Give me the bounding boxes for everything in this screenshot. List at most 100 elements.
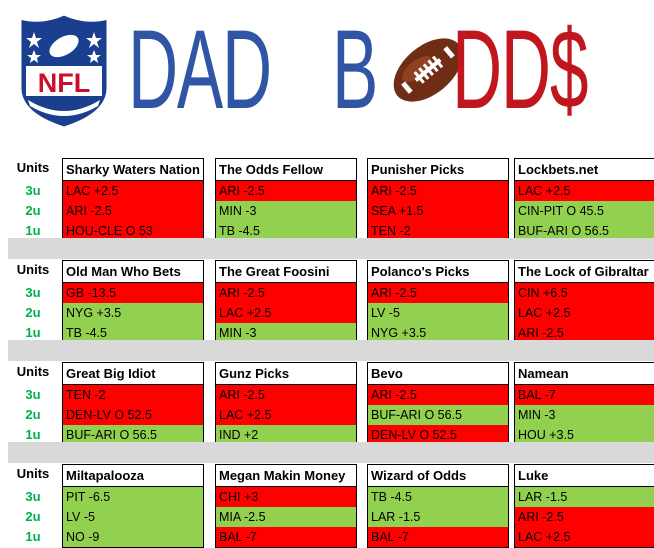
pick-row: ARI -2.5 [368,283,508,303]
pick-row: TEN -2 [368,221,508,241]
units-header: Units [16,160,50,175]
pick-row: TB -4.5 [368,487,508,507]
pick-row: LV -5 [368,303,508,323]
pick-row: BUF-ARI O 56.5 [63,425,203,445]
tipster-card: Luke LAR -1.5 ARI -2.5 LAC +2.5 [514,464,654,548]
pick-row: TEN -2 [63,385,203,405]
pick-row: ARI -2.5 [368,181,508,201]
pick-row: LAC +2.5 [63,181,203,201]
pick-row: NO -9 [63,527,203,547]
tipster-card: Great Big Idiot TEN -2 DEN-LV O 52.5 BUF-AR… [62,362,204,446]
units-header: Units [16,262,50,277]
football-icon [393,38,463,102]
tipster-card: Gunz Picks ARI -2.5 LAC +2.5 IND +2 [215,362,357,446]
pick-row: ARI -2.5 [515,323,654,343]
pick-row: MIA -2.5 [216,507,356,527]
units-label: 2u [25,305,41,320]
pick-row: ARI -2.5 [63,201,203,221]
pick-row: LAC +2.5 [216,303,356,323]
tipster-name: Miltapalooza [63,465,203,487]
pick-row: ARI -2.5 [368,385,508,405]
units-label: 1u [25,529,41,544]
title-b: B [332,7,378,132]
tipster-card: Bevo ARI -2.5 BUF-ARI O 56.5 DEN-LV O 52.5 [367,362,509,446]
pick-row: ARI -2.5 [216,283,356,303]
pick-row: ARI -2.5 [515,507,654,527]
units-label: 3u [25,489,41,504]
tipster-name: Sharky Waters Nation [63,159,203,181]
pick-row: LAC +2.5 [216,405,356,425]
tipster-card: Megan Makin Money CHI +3 MIA -2.5 BAL -7 [215,464,357,548]
pick-row: SEA +1.5 [368,201,508,221]
pick-row: MIN -3 [515,405,654,425]
units-label: 2u [25,407,41,422]
separator-band [8,238,654,259]
nfl-shield-logo: NFL [18,12,110,130]
tipster-name: Gunz Picks [216,363,356,385]
pick-row: ARI -2.5 [216,181,356,201]
pick-row: LAR -1.5 [368,507,508,527]
tipster-name: The Odds Fellow [216,159,356,181]
tipster-card: Wizard of Odds TB -4.5 LAR -1.5 BAL -7 [367,464,509,548]
tipster-card: Lockbets.net LAC +2.5 CIN-PIT O 45.5 BUF-AR… [514,158,654,242]
title-dds: DD$ [452,7,588,132]
tipster-name: Wizard of Odds [368,465,508,487]
tipster-name: Old Man Who Bets [63,261,203,283]
tipster-card: The Great Foosini ARI -2.5 LAC +2.5 MIN -3 [215,260,357,344]
tipster-card: Sharky Waters Nation LAC +2.5 ARI -2.5 HOU-… [62,158,204,242]
pick-row: NYG +3.5 [368,323,508,343]
pick-row: IND +2 [216,425,356,445]
units-header: Units [16,364,50,379]
pick-row: TB -4.5 [216,221,356,241]
pick-row: BUF-ARI O 56.5 [368,405,508,425]
units-label: 2u [25,203,41,218]
tipster-name: Lockbets.net [515,159,654,181]
units-header: Units [16,466,50,481]
tipster-name: The Lock of Gibraltar [515,261,654,283]
tipster-card: Old Man Who Bets GB -13.5 NYG +3.5 TB -4.5 [62,260,204,344]
pick-row: MIN -3 [216,323,356,343]
tipster-name: Bevo [368,363,508,385]
pick-row: BUF-ARI O 56.5 [515,221,654,241]
pick-row: HOU +3.5 [515,425,654,445]
separator-band [8,442,654,463]
units-label: 1u [25,223,41,238]
tipster-name: The Great Foosini [216,261,356,283]
pick-row: PIT -6.5 [63,487,203,507]
pick-row: HOU-CLE O 53 [63,221,203,241]
tipster-name: Great Big Idiot [63,363,203,385]
tipster-card: Polanco's Picks ARI -2.5 LV -5 NYG +3.5 [367,260,509,344]
pick-row: BAL -7 [216,527,356,547]
svg-text:NFL: NFL [38,68,90,98]
units-label: 1u [25,427,41,442]
pick-row: NYG +3.5 [63,303,203,323]
pick-row: LAC +2.5 [515,181,654,201]
units-label: 1u [25,325,41,340]
tipster-name: Namean [515,363,654,385]
tipster-card: Miltapalooza PIT -6.5 LV -5 NO -9 [62,464,204,548]
tipster-name: Punisher Picks [368,159,508,181]
pick-row: CIN-PIT O 45.5 [515,201,654,221]
pick-row: LAC +2.5 [515,303,654,323]
pick-row: TB -4.5 [63,323,203,343]
tipster-card: The Odds Fellow ARI -2.5 MIN -3 TB -4.5 [215,158,357,242]
pick-row: DEN-LV O 52.5 [63,405,203,425]
units-label: 3u [25,285,41,300]
pick-row: BAL -7 [368,527,508,547]
units-label: 3u [25,183,41,198]
pick-row: LAR -1.5 [515,487,654,507]
pick-row: GB -13.5 [63,283,203,303]
tipster-card: The Lock of Gibraltar CIN +6.5 LAC +2.5 ARI… [514,260,654,344]
pick-row: CHI +3 [216,487,356,507]
pick-row: ARI -2.5 [216,385,356,405]
tipster-name: Megan Makin Money [216,465,356,487]
header: NFL DAD B DD$ [0,0,654,150]
tipster-name: Luke [515,465,654,487]
pick-row: LV -5 [63,507,203,527]
tipster-name: Polanco's Picks [368,261,508,283]
pick-row: CIN +6.5 [515,283,654,303]
pick-row: MIN -3 [216,201,356,221]
pick-row: BAL -7 [515,385,654,405]
title-dad: DAD [128,7,272,132]
